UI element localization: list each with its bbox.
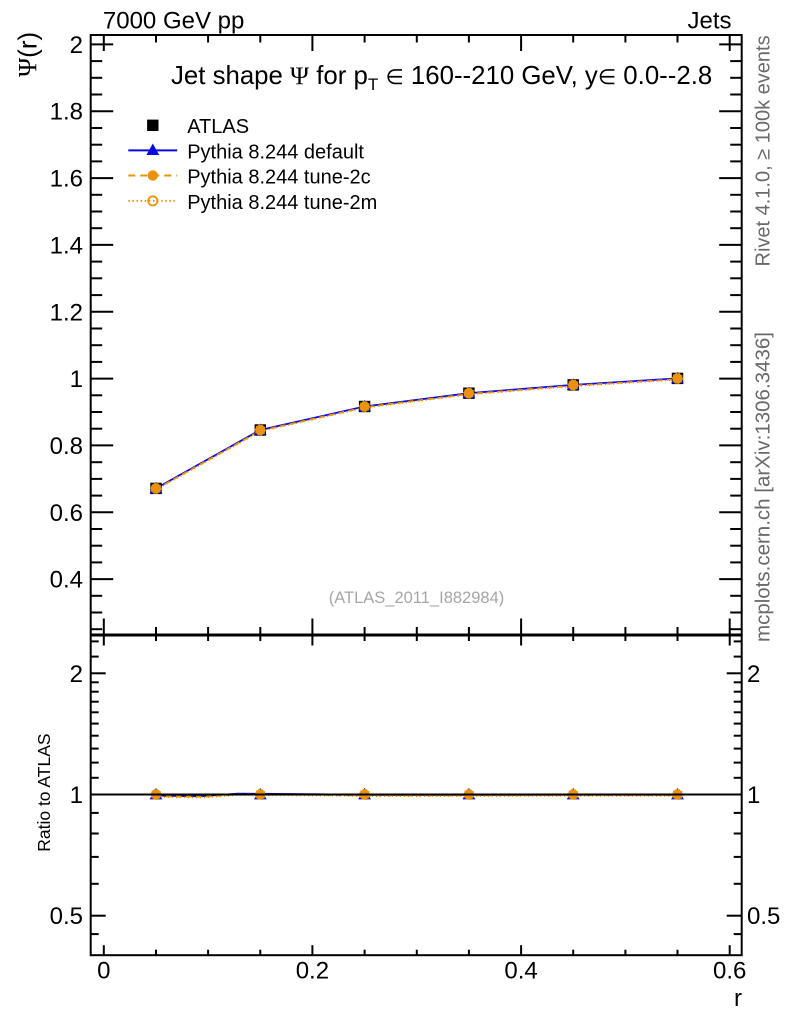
svg-text:Rivet 4.1.0, ≥ 100k events: Rivet 4.1.0, ≥ 100k events [753,35,775,266]
svg-text:Pythia 8.244 tune-2c: Pythia 8.244 tune-2c [187,167,370,189]
svg-text:0.6: 0.6 [50,500,83,527]
svg-text:Jets: Jets [687,8,731,35]
svg-text:Ψ(r): Ψ(r) [13,32,43,77]
svg-text:0.5: 0.5 [50,903,83,930]
svg-text:mcplots.cern.ch [arXiv:1306.34: mcplots.cern.ch [arXiv:1306.3436] [752,332,775,642]
svg-text:0.6: 0.6 [713,958,746,985]
svg-text:0.5: 0.5 [747,903,780,930]
svg-text:2: 2 [70,661,83,688]
svg-text:Jet shape Ψ for pT ∈ 160--210: Jet shape Ψ for pT ∈ 160--210 GeV, y∈ 0.… [171,61,712,94]
svg-text:0.4: 0.4 [504,958,537,985]
svg-text:Ratio to ATLAS: Ratio to ATLAS [34,733,54,851]
svg-text:0.2: 0.2 [296,958,329,985]
svg-text:7000 GeV pp: 7000 GeV pp [103,8,244,35]
svg-text:1.2: 1.2 [50,299,83,326]
svg-text:0: 0 [97,958,110,985]
svg-text:1: 1 [747,782,760,809]
svg-text:1: 1 [70,366,83,393]
svg-text:0.8: 0.8 [50,433,83,460]
svg-text:1: 1 [70,782,83,809]
svg-text:1.6: 1.6 [50,166,83,193]
svg-text:r: r [734,985,742,1012]
svg-text:2: 2 [747,661,760,688]
svg-text:1.8: 1.8 [50,99,83,126]
svg-text:2: 2 [70,32,83,59]
svg-text:Pythia 8.244 default: Pythia 8.244 default [187,141,364,163]
svg-text:ATLAS: ATLAS [187,116,249,138]
svg-text:1.4: 1.4 [50,232,83,259]
svg-text:(ATLAS_2011_I882984): (ATLAS_2011_I882984) [329,589,505,607]
svg-text:0.4: 0.4 [50,567,83,594]
svg-text:Pythia 8.244 tune-2m: Pythia 8.244 tune-2m [187,192,377,214]
